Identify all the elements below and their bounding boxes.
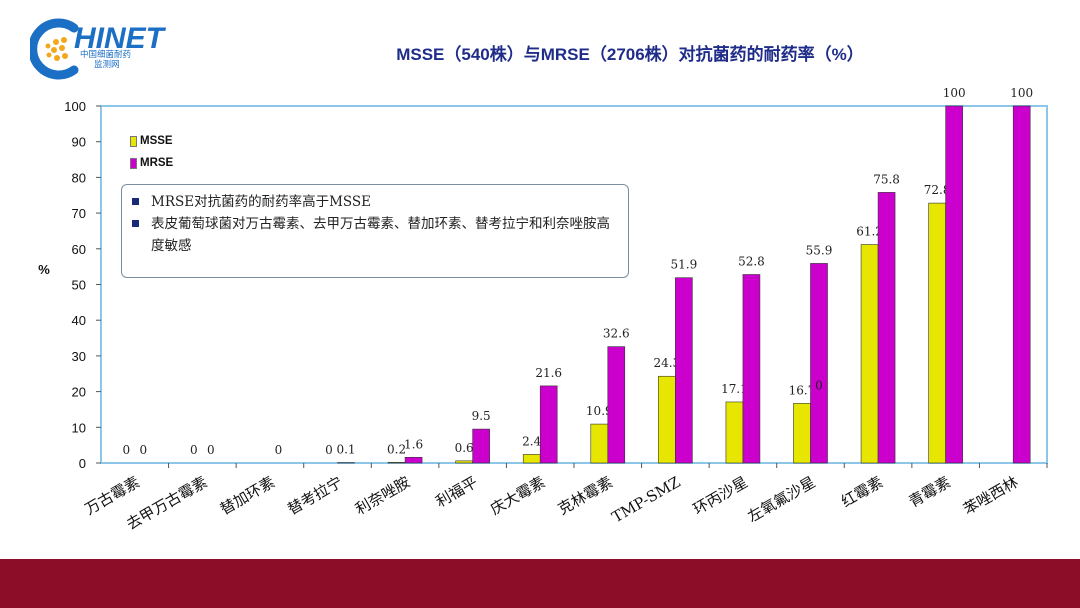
- data-label-msse: 0.6: [455, 441, 474, 455]
- plot-frame: [100, 105, 1048, 464]
- bullet-square-icon: [132, 198, 139, 205]
- legend-swatch-msse: [130, 135, 137, 147]
- data-label-mrse: 9.5: [472, 409, 491, 423]
- y-tick-label: 70: [72, 206, 86, 221]
- data-label-msse: 0: [122, 443, 130, 457]
- data-label-msse: 0.2: [387, 442, 406, 456]
- bar-msse: [860, 244, 879, 464]
- x-category-label: TMP-SMZ: [609, 473, 684, 526]
- bullet-square-icon: [132, 220, 139, 227]
- logo-subtitle-2: 监测网: [94, 59, 120, 70]
- y-axis-label: %: [38, 262, 50, 277]
- data-label-mrse: 51.9: [670, 258, 697, 272]
- legend-swatch-mrse: [130, 157, 137, 169]
- y-tick-label: 50: [72, 278, 86, 293]
- data-label-msse: 0: [325, 443, 333, 457]
- y-tick-label: 0: [79, 456, 86, 471]
- x-category-label: 左氧氟沙星: [745, 473, 819, 526]
- extra-data-label: 0: [815, 379, 823, 393]
- y-tick-label: 20: [72, 385, 86, 400]
- callout-text-1: MRSE对抗菌药的耐药率高于MSSE: [151, 194, 372, 210]
- x-category-label: 环丙沙星: [690, 473, 751, 519]
- bar-mrse: [404, 456, 423, 464]
- y-tick-label: 30: [72, 349, 86, 364]
- chinet-logo: HINET 中国细菌耐药 监测网: [28, 14, 190, 84]
- legend-item-mrse: MRSE: [130, 152, 173, 174]
- data-label-msse: 24.3: [653, 356, 680, 370]
- data-label-mrse: 0.1: [336, 443, 355, 457]
- bar-msse: [658, 375, 676, 464]
- bar-msse: [793, 403, 811, 464]
- data-label-mrse: 32.6: [603, 327, 630, 341]
- bar-msse: [522, 454, 541, 464]
- bar-mrse: [675, 277, 693, 464]
- data-label-mrse: 0: [139, 443, 147, 457]
- footer-band: [0, 559, 1080, 608]
- bar-mrse: [742, 274, 761, 464]
- bar-msse: [387, 461, 406, 464]
- data-label-mrse: 1.6: [404, 437, 423, 451]
- legend-label-mrse: MRSE: [140, 157, 174, 169]
- bar-mrse: [945, 105, 963, 464]
- data-label-mrse: 0: [275, 443, 283, 457]
- x-category-label: 利福平: [433, 473, 481, 511]
- data-label-mrse: 100: [1010, 86, 1033, 100]
- x-category-label: 苯唑西林: [960, 473, 1021, 519]
- bar-mrse: [810, 263, 828, 464]
- y-tick-label: 90: [72, 135, 86, 150]
- chart-title: MSSE（540株）与MRSE（2706株）对抗菌药的耐药率（%）: [396, 45, 864, 64]
- data-label-mrse: 75.8: [873, 172, 900, 186]
- data-label-mrse: 100: [943, 86, 966, 100]
- data-label-msse: 61.2: [856, 225, 883, 239]
- bar-msse: [455, 460, 473, 464]
- data-label-mrse: 0: [207, 443, 215, 457]
- data-label-msse: 17.1: [721, 382, 748, 396]
- y-tick-label: 40: [72, 313, 86, 328]
- data-label-mrse: 55.9: [806, 243, 833, 257]
- bar-mrse: [472, 428, 490, 464]
- logo-wordmark: HINET: [74, 22, 167, 55]
- data-label-msse: 0: [190, 443, 198, 457]
- y-tick-label: 60: [72, 242, 86, 257]
- x-category-label: 替加环素: [217, 473, 278, 519]
- callout-box: MRSE对抗菌药的耐药率高于MSSE 表皮葡萄球菌对万古霉素、去甲万古霉素、替加…: [121, 184, 629, 278]
- bar-mrse: [1012, 105, 1031, 464]
- data-label-msse: 10.9: [586, 404, 613, 418]
- bar-mrse: [877, 192, 896, 464]
- data-label-msse: 16.7: [789, 383, 816, 397]
- x-category-label: 庆大霉素: [487, 473, 548, 519]
- legend-label-msse: MSSE: [140, 135, 173, 147]
- data-label-msse: 72.8: [924, 183, 951, 197]
- y-tick-label: 100: [64, 99, 86, 114]
- bar-mrse: [607, 346, 626, 464]
- data-label-msse: 2.4: [522, 434, 541, 448]
- y-tick-label: 10: [72, 420, 86, 435]
- data-label-mrse: 52.8: [738, 255, 765, 269]
- callout-text-2: 表皮葡萄球菌对万古霉素、去甲万古霉素、替加环素、替考拉宁和利奈唑胺高度敏感: [151, 216, 610, 254]
- chart-legend: MSSE MRSE: [130, 130, 173, 174]
- bar-msse: [725, 401, 744, 464]
- callout-item: MRSE对抗菌药的耐药率高于MSSE: [130, 191, 620, 213]
- bar-msse: [928, 202, 946, 464]
- legend-item-msse: MSSE: [130, 130, 173, 152]
- x-category-label: 克林霉素: [555, 473, 616, 519]
- bar-msse: [590, 423, 609, 464]
- x-category-label: 利奈唑胺: [352, 473, 413, 519]
- y-tick-label: 80: [72, 170, 86, 185]
- x-category-label: 红霉素: [838, 473, 886, 511]
- x-category-label: 替考拉宁: [285, 473, 346, 519]
- x-category-label: 青霉素: [906, 473, 954, 511]
- callout-item: 表皮葡萄球菌对万古霉素、去甲万古霉素、替加环素、替考拉宁和利奈唑胺高度敏感: [130, 213, 620, 257]
- logo-subtitle-1: 中国细菌耐药: [80, 49, 131, 60]
- data-label-mrse: 21.6: [535, 366, 562, 380]
- bar-mrse: [539, 385, 558, 464]
